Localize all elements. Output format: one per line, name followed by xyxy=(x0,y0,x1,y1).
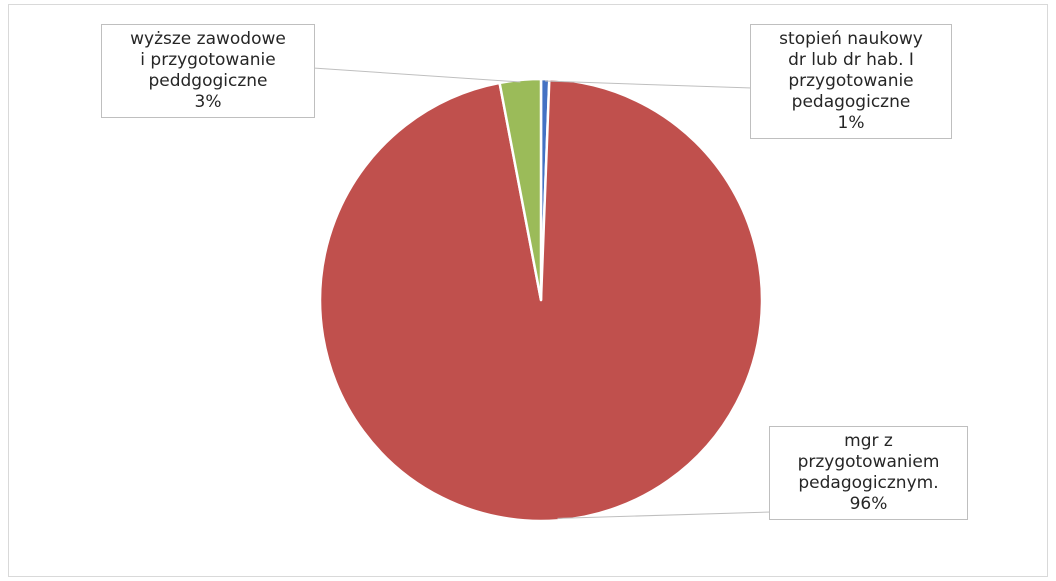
leader-line-3 xyxy=(312,67,521,83)
leader-line-2 xyxy=(557,511,772,519)
slice-category-label: wyższe zawodowe i przygotowanie peddgogi… xyxy=(130,29,286,91)
data-label-1: stopień naukowy dr lub dr hab. I przygot… xyxy=(750,24,952,139)
slice-percent-label: 1% xyxy=(837,113,865,133)
leader-line-1 xyxy=(545,80,753,89)
slice-category-label: stopień naukowy dr lub dr hab. I przygot… xyxy=(779,29,923,112)
data-label-3: wyższe zawodowe i przygotowanie peddgogi… xyxy=(101,24,315,118)
pie-slice-3 xyxy=(498,77,543,302)
slice-percent-label: 3% xyxy=(194,92,222,112)
slice-category-label: mgr z przygotowaniem pedagogicznym. xyxy=(797,431,940,493)
data-label-2: mgr z przygotowaniem pedagogicznym. 96% xyxy=(769,426,968,520)
slice-percent-label: 96% xyxy=(849,494,888,514)
